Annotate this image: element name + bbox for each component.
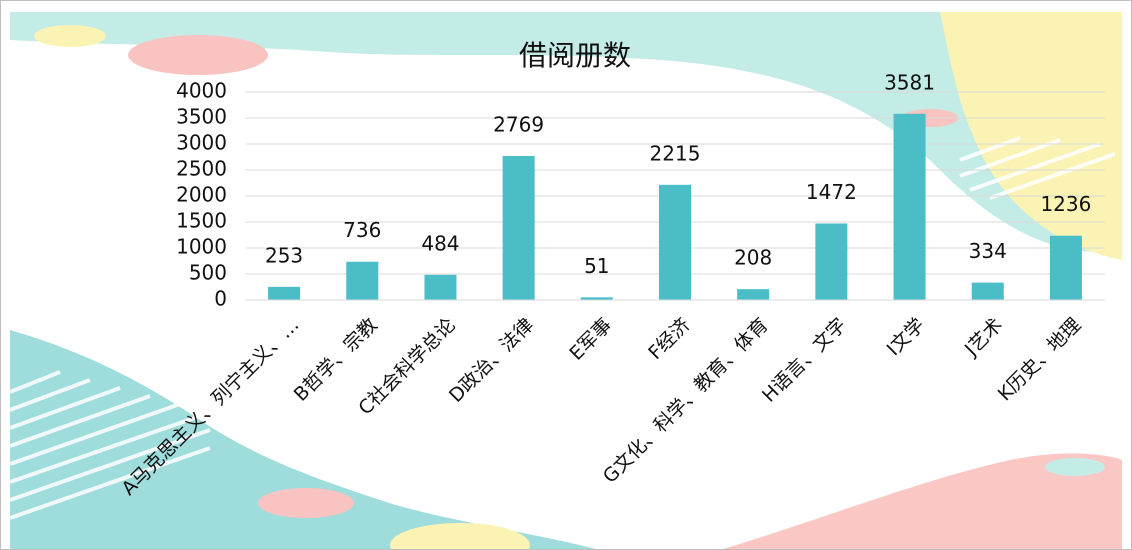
- bar: [971, 282, 1004, 300]
- bar: [737, 289, 770, 300]
- bar: [1049, 235, 1082, 300]
- data-label: 484: [421, 231, 459, 255]
- y-tick-label: 4000: [176, 79, 227, 103]
- bar: [424, 274, 457, 300]
- y-tick-label: 3500: [176, 105, 227, 129]
- data-label: 736: [343, 218, 381, 242]
- y-tick-label: 2500: [176, 157, 227, 181]
- y-tick-label: 0: [214, 287, 227, 311]
- y-tick-label: 1000: [176, 235, 227, 259]
- data-label: 1472: [806, 180, 857, 204]
- bar: [502, 156, 535, 300]
- bar: [815, 223, 848, 300]
- bar: [580, 297, 613, 300]
- data-label: 2769: [493, 113, 544, 137]
- chart-title: 借阅册数: [519, 39, 631, 72]
- data-label: 2215: [650, 141, 701, 165]
- y-tick-label: 500: [189, 261, 227, 285]
- bar: [893, 113, 926, 301]
- data-label: 3581: [884, 70, 935, 94]
- bar: [346, 261, 379, 300]
- data-label: 253: [265, 243, 303, 267]
- data-label: 334: [969, 239, 1007, 263]
- bar: [268, 286, 301, 300]
- data-label: 208: [734, 246, 772, 270]
- y-tick-label: 1500: [176, 209, 227, 233]
- y-tick-label: 3000: [176, 131, 227, 155]
- data-label: 51: [584, 254, 609, 278]
- data-label: 1236: [1040, 192, 1091, 216]
- bar: [659, 184, 691, 300]
- y-tick-label: 2000: [176, 183, 227, 207]
